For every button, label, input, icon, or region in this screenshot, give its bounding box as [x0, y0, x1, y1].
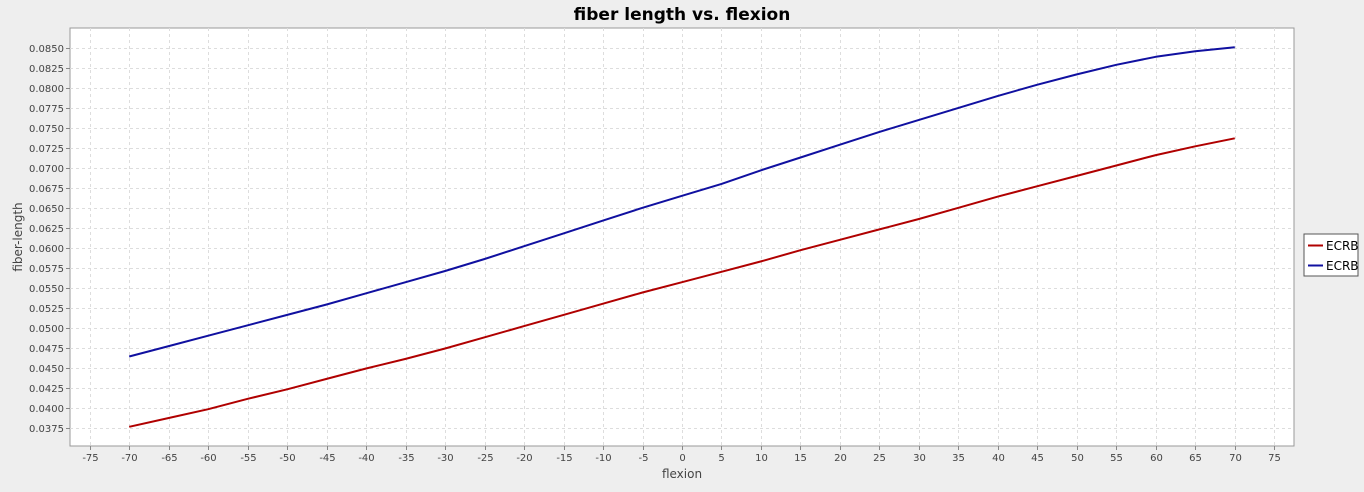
x-tick-label: 0	[679, 453, 685, 464]
x-tick-label: 55	[1110, 453, 1123, 464]
y-tick-label: 0.0650	[29, 204, 64, 215]
series-lines	[128, 46, 1235, 428]
x-tick-label: 5	[718, 453, 724, 464]
x-tick-label: 60	[1150, 453, 1163, 464]
x-tick-label: 30	[913, 453, 926, 464]
x-tick-label: -50	[279, 453, 295, 464]
y-tick-label: 0.0825	[29, 64, 64, 75]
x-tick-label: -55	[240, 453, 256, 464]
y-tick-label: 0.0525	[29, 304, 64, 315]
y-tick-label: 0.0750	[29, 124, 64, 135]
x-tick-label: -25	[477, 453, 493, 464]
y-tick-label: 0.0500	[29, 324, 64, 335]
legend-box	[1303, 233, 1359, 277]
y-tick-label: 0.0600	[29, 244, 64, 255]
x-tick-label: 70	[1229, 453, 1242, 464]
x-tick-label: 35	[952, 453, 965, 464]
x-tick-label: 15	[794, 453, 807, 464]
y-tick-label: 0.0575	[29, 264, 64, 275]
x-tick-label: 75	[1268, 453, 1281, 464]
x-tick-label: 25	[873, 453, 886, 464]
y-tick-label: 0.0400	[29, 404, 64, 415]
y-tick-label: 0.0375	[29, 424, 64, 435]
x-tick-label: 40	[992, 453, 1005, 464]
x-tick-label: -30	[437, 453, 453, 464]
x-tick-label: -20	[516, 453, 532, 464]
x-tick-label: 45	[1031, 453, 1044, 464]
grid-lines	[70, 28, 1294, 446]
x-tick-label: -75	[82, 453, 98, 464]
x-tick-label: -15	[556, 453, 572, 464]
y-tick-label: 0.0475	[29, 344, 64, 355]
y-tick-label: 0.0675	[29, 184, 64, 195]
x-tick-label: 50	[1071, 453, 1084, 464]
y-tick-label: 0.0425	[29, 384, 64, 395]
legend: ECRB ECRB	[1303, 233, 1359, 277]
chart-title: fiber length vs. flexion	[574, 5, 791, 25]
x-tick-label: -70	[121, 453, 137, 464]
y-tick-label: 0.0700	[29, 164, 64, 175]
x-axis-label: flexion	[662, 467, 702, 481]
y-axis-label: fiber-length	[11, 202, 25, 271]
x-tick-label: -35	[398, 453, 414, 464]
x-tick-label: -5	[639, 453, 649, 464]
x-tick-label: -65	[161, 453, 177, 464]
x-tick-label: -45	[319, 453, 335, 464]
axes: -75 -70 -65 -60 -55 -50 -45 -40 -35 -30 -25 -20 -15-…	[29, 44, 1281, 464]
legend-label-ecrb-red: ECRB	[1326, 239, 1359, 253]
y-tick-label: 0.0550	[29, 284, 64, 295]
series-line-ecrb-red	[128, 137, 1235, 428]
y-tick-label: 0.0625	[29, 224, 64, 235]
x-tick-label: -10	[595, 453, 611, 464]
y-tick-label: 0.0775	[29, 104, 64, 115]
x-tick-label: 20	[834, 453, 847, 464]
y-tick-label: 0.0800	[29, 84, 64, 95]
y-tick-label: 0.0450	[29, 364, 64, 375]
series-line-ecrb-blue	[128, 46, 1235, 358]
x-tick-label: -40	[358, 453, 374, 464]
x-tick-label: -60	[200, 453, 216, 464]
legend-label-ecrb-blue: ECRB	[1326, 259, 1359, 273]
y-tick-label: 0.0850	[29, 44, 64, 55]
x-tick-label: 10	[755, 453, 768, 464]
y-tick-label: 0.0725	[29, 144, 64, 155]
x-tick-label: 65	[1189, 453, 1202, 464]
